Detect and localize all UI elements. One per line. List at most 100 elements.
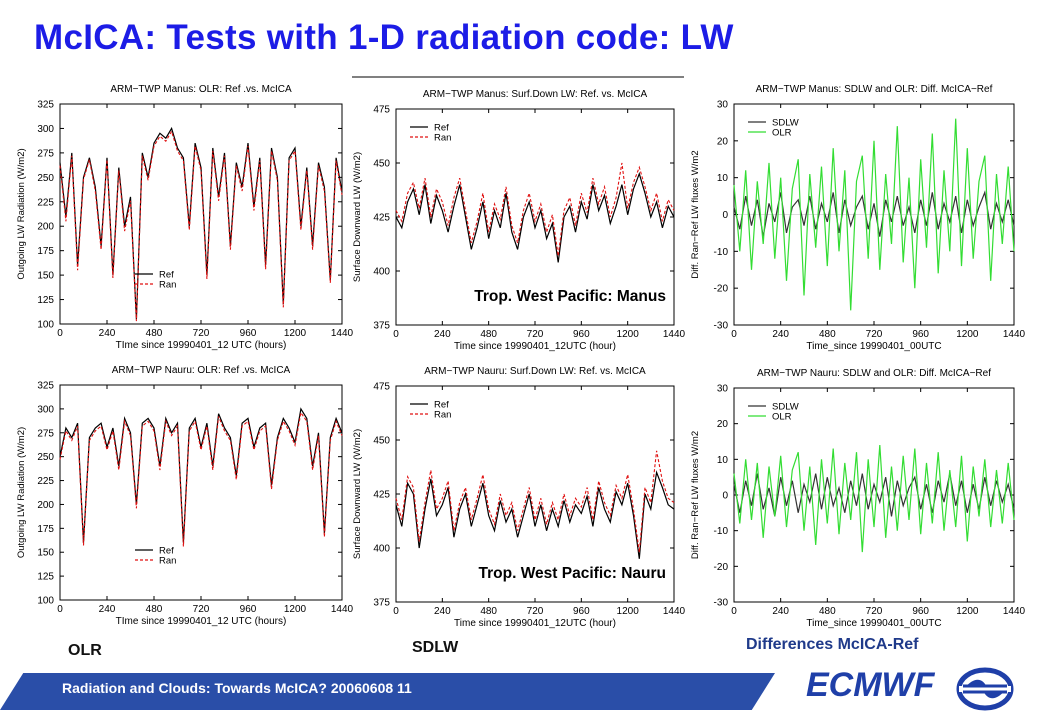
manus-diff-series-sdlw bbox=[733, 190, 1015, 237]
manus-olr-title: ARM−TWP Manus: OLR: Ref .vs. McICA bbox=[110, 84, 292, 95]
manus-diff-ylabel: Diff. Ran−Ref LW fluxes W/m2 bbox=[690, 150, 701, 278]
manus-olr-ytick-label: 200 bbox=[37, 222, 54, 233]
nauru-olr-legend-label-ref: Ref bbox=[159, 546, 174, 557]
caption-olr: OLR bbox=[68, 642, 102, 659]
nauru-diff-xtick-label: 0 bbox=[731, 606, 737, 617]
manus-diff-title: ARM−TWP Manus: SDLW and OLR: Diff. McICA… bbox=[756, 84, 993, 95]
manus-olr-ytick-label: 125 bbox=[37, 295, 54, 306]
nauru-sdlw-xtick-label: 720 bbox=[527, 606, 544, 617]
nauru-sdlw-ytick-label: 425 bbox=[373, 490, 390, 501]
nauru-sdlw-xtick-label: 480 bbox=[480, 606, 497, 617]
manus-diff-xtick-label: 720 bbox=[866, 329, 883, 340]
manus-diff-xtick-label: 1200 bbox=[956, 329, 979, 340]
nauru-olr-xlabel: TIme since 19990401_12 UTC (hours) bbox=[116, 616, 287, 627]
manus-sdlw-xtick-label: 720 bbox=[527, 329, 544, 340]
nauru-sdlw-xtick-label: 1200 bbox=[617, 606, 640, 617]
nauru-olr-ytick-label: 200 bbox=[37, 500, 54, 511]
nauru-diff-xtick-label: 240 bbox=[772, 606, 789, 617]
manus-diff-xtick-label: 240 bbox=[772, 329, 789, 340]
manus-sdlw-xtick-label: 1440 bbox=[663, 329, 686, 340]
nauru-diff-xtick-label: 480 bbox=[819, 606, 836, 617]
nauru-diff-ytick-label: -30 bbox=[714, 598, 729, 609]
manus-diff-xtick-label: 1440 bbox=[1003, 329, 1026, 340]
manus-olr-ytick-label: 100 bbox=[37, 320, 54, 331]
nauru-olr-xtick-label: 1200 bbox=[284, 604, 307, 615]
footer-text: Radiation and Clouds: Towards McICA? 200… bbox=[62, 680, 412, 696]
manus-diff-xtick-label: 480 bbox=[819, 329, 836, 340]
manus-sdlw-legend-label-ran: Ran bbox=[434, 133, 451, 144]
nauru-sdlw-legend-label-ref: Ref bbox=[434, 400, 449, 411]
nauru-olr-ytick-label: 275 bbox=[37, 428, 54, 439]
nauru-sdlw-xtick-label: 0 bbox=[393, 606, 399, 617]
nauru-olr-ylabel: Outgoing LW Radiation (W/m2) bbox=[16, 427, 27, 558]
manus-diff-ytick-label: 0 bbox=[722, 210, 728, 221]
nauru-diff-xtick-label: 1440 bbox=[1003, 606, 1026, 617]
manus-olr-legend-label-ref: Ref bbox=[159, 270, 174, 281]
manus-diff-legend-label-sdlw: SDLW bbox=[772, 118, 799, 129]
manus-olr-ylabel: Outgoing LW Radiation (W/m2) bbox=[16, 148, 27, 279]
nauru-olr-ytick-label: 225 bbox=[37, 476, 54, 487]
manus-olr-xtick-label: 1440 bbox=[331, 328, 354, 339]
nauru-diff-ytick-label: 0 bbox=[722, 491, 728, 502]
nauru-olr-series-ran bbox=[59, 411, 343, 547]
nauru-diff-series-olr bbox=[733, 445, 1015, 553]
manus-sdlw-ytick-label: 425 bbox=[373, 213, 390, 224]
manus-sdlw-ytick-label: 475 bbox=[373, 105, 390, 116]
nauru-sdlw-annotation: Trop. West Pacific: Nauru bbox=[479, 565, 666, 582]
nauru-diff-ylabel: Diff. Ran−Ref LW fluxes W/m2 bbox=[690, 431, 701, 559]
caption-sdlw: SDLW bbox=[412, 639, 459, 656]
nauru-diff-xtick-label: 1200 bbox=[956, 606, 979, 617]
manus-sdlw-xtick-label: 480 bbox=[480, 329, 497, 340]
nauru-diff-xtick-label: 720 bbox=[866, 606, 883, 617]
nauru-diff-xtick-label: 960 bbox=[912, 606, 929, 617]
nauru-diff-series-sdlw bbox=[733, 473, 1015, 517]
nauru-olr-xtick-label: 480 bbox=[146, 604, 163, 615]
manus-olr-ytick-label: 300 bbox=[37, 124, 54, 135]
manus-diff-series-olr bbox=[733, 118, 1015, 311]
nauru-diff-title: ARM−TWP Nauru: SDLW and OLR: Diff. McICA… bbox=[757, 368, 991, 379]
manus-sdlw-ylabel: Surface Downward LW (W/m2) bbox=[352, 152, 363, 282]
nauru-olr-title: ARM−TWP Nauru: OLR: Ref .vs. McICA bbox=[112, 365, 291, 376]
nauru-olr-ytick-label: 100 bbox=[37, 596, 54, 607]
nauru-sdlw-xlabel: Time since 19990401_12UTC (hour) bbox=[454, 618, 616, 629]
manus-diff-ytick-label: 30 bbox=[717, 100, 729, 111]
nauru-olr-ytick-label: 250 bbox=[37, 452, 54, 463]
nauru-olr-legend-label-ran: Ran bbox=[159, 556, 176, 567]
manus-olr-xlabel: TIme since 19990401_12 UTC (hours) bbox=[116, 340, 287, 351]
nauru-olr-ytick-label: 300 bbox=[37, 404, 54, 415]
manus-sdlw-xlabel: Time since 19990401_12UTC (hour) bbox=[454, 341, 616, 352]
slide-title: McICA: Tests with 1-D radiation code: LW bbox=[34, 18, 734, 57]
nauru-sdlw-plot-frame bbox=[395, 385, 675, 603]
nauru-diff-ytick-label: 30 bbox=[717, 384, 729, 395]
manus-sdlw-xtick-label: 240 bbox=[434, 329, 451, 340]
nauru-diff-xlabel: Time_since 19990401_00UTC bbox=[806, 618, 941, 629]
manus-sdlw-annotation: Trop. West Pacific: Manus bbox=[474, 288, 666, 305]
nauru-sdlw-ytick-label: 475 bbox=[373, 382, 390, 393]
nauru-sdlw-ytick-label: 450 bbox=[373, 436, 390, 447]
manus-olr-ytick-label: 250 bbox=[37, 173, 54, 184]
nauru-sdlw-legend-label-ran: Ran bbox=[434, 410, 451, 421]
manus-olr-ytick-label: 275 bbox=[37, 148, 54, 159]
nauru-olr-ytick-label: 150 bbox=[37, 548, 54, 559]
manus-sdlw-ytick-label: 450 bbox=[373, 159, 390, 170]
manus-olr-ytick-label: 325 bbox=[37, 100, 54, 111]
nauru-sdlw-series-ran bbox=[395, 450, 675, 553]
nauru-olr-ytick-label: 125 bbox=[37, 572, 54, 583]
nauru-olr-xtick-label: 240 bbox=[99, 604, 116, 615]
manus-diff-ytick-label: -10 bbox=[714, 247, 729, 258]
manus-sdlw-title: ARM−TWP Manus: Surf.Down LW: Ref. vs. Mc… bbox=[423, 89, 648, 100]
nauru-olr-xtick-label: 720 bbox=[193, 604, 210, 615]
manus-olr-plot-frame bbox=[59, 103, 343, 325]
nauru-sdlw-ytick-label: 400 bbox=[373, 544, 390, 555]
manus-diff-legend-label-olr: OLR bbox=[772, 128, 792, 139]
manus-diff-xlabel: Time_since 19990401_00UTC bbox=[806, 341, 941, 352]
nauru-sdlw-title: ARM−TWP Nauru: Surf.Down LW: Ref. vs. Mc… bbox=[424, 366, 646, 377]
manus-diff-ytick-label: 20 bbox=[717, 136, 729, 147]
manus-olr-legend-label-ran: Ran bbox=[159, 280, 176, 291]
ecmwf-logo-icon bbox=[956, 667, 1014, 711]
manus-olr-xtick-label: 480 bbox=[146, 328, 163, 339]
manus-olr-xtick-label: 1200 bbox=[284, 328, 307, 339]
manus-diff-ytick-label: -30 bbox=[714, 321, 729, 332]
nauru-olr-ytick-label: 175 bbox=[37, 524, 54, 535]
